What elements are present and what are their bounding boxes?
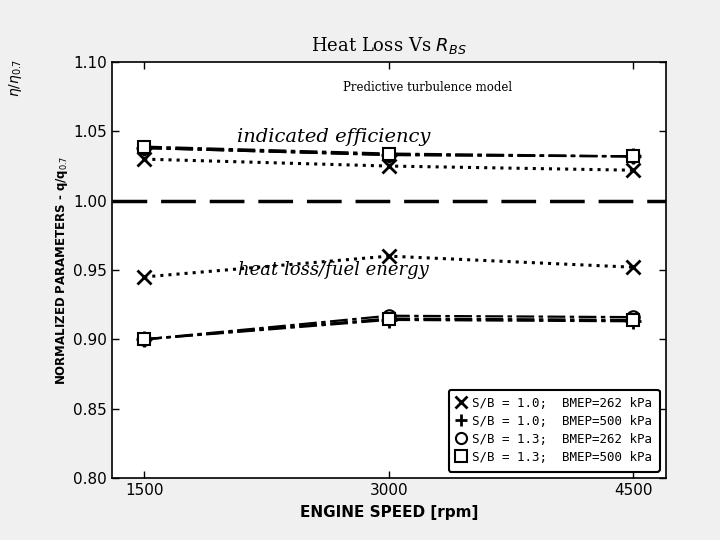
Legend: S/B = 1.0;  BMEP=262 kPa, S/B = 1.0;  BMEP=500 kPa, S/B = 1.3;  BMEP=262 kPa, S/: S/B = 1.0; BMEP=262 kPa, S/B = 1.0; BMEP… bbox=[449, 390, 660, 471]
Y-axis label: NORMALIZED PARAMETERS - q/q$_{0.7}$: NORMALIZED PARAMETERS - q/q$_{0.7}$ bbox=[54, 156, 70, 384]
Text: indicated efficiency: indicated efficiency bbox=[237, 128, 430, 146]
Title: Heat Loss Vs $R_{BS}$: Heat Loss Vs $R_{BS}$ bbox=[311, 35, 467, 56]
Text: $\eta/\eta_{0.7}$: $\eta/\eta_{0.7}$ bbox=[7, 59, 24, 97]
Text: Predictive turbulence model: Predictive turbulence model bbox=[343, 81, 512, 94]
Text: heat loss/fuel energy: heat loss/fuel energy bbox=[238, 261, 428, 279]
X-axis label: ENGINE SPEED [rpm]: ENGINE SPEED [rpm] bbox=[300, 505, 478, 519]
